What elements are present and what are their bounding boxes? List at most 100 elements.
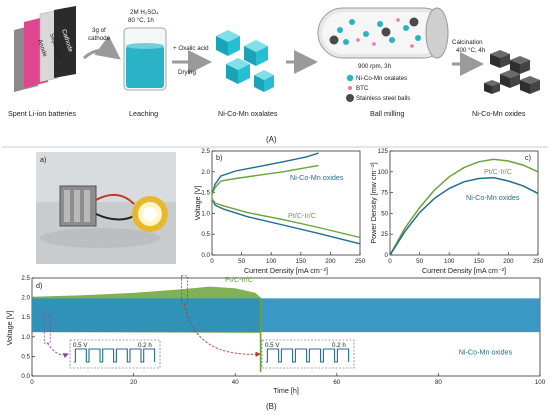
chart-d-inset-1-waveform (266, 348, 350, 363)
chart-d-label-oxides: Ni-Co-Mn oxides (459, 347, 513, 356)
chart-d-ytick-label: 1.0 (21, 334, 30, 341)
oxalate-cubes-illustration (216, 30, 274, 92)
chart-b-xtick-label: 250 (355, 258, 366, 265)
chart-d-xtick-label: 60 (333, 379, 340, 386)
chart-c-xtick-label: 100 (444, 258, 455, 265)
chart-c-ylabel: Power Density [mw cm⁻²] (369, 162, 378, 243)
chart-c-ytick-label: 0 (385, 252, 389, 259)
ball-mill-jar (317, 7, 449, 59)
chart-d-inset-1-amplitude: 0.5 V (265, 342, 280, 349)
acid-conditions: 80 °C, 1h (128, 17, 154, 24)
acid-concentration: 2M H₂SO₄ (130, 9, 159, 16)
chart-c-ytick-label: 75 (381, 190, 388, 197)
spent-batteries-label: Spent Li-ion batteries (8, 109, 76, 118)
chart-b-ytick-label: 1.5 (201, 190, 210, 197)
chart-c-series-1-line (389, 176, 539, 256)
chart-d-xtick-label: 40 (232, 379, 239, 386)
chart-c-label-oxides: Ni-Co-Mn oxides (466, 193, 520, 202)
chart-b-series-0-charge-line (211, 152, 319, 195)
chart-b-voltage: b) Current Density [mA cm⁻²] Voltage [V]… (193, 148, 366, 275)
legend-oxalates-marker (346, 74, 354, 82)
chart-b-xlabel: Current Density [mA cm⁻²] (244, 266, 328, 275)
chart-c-xtick-label: 200 (503, 258, 514, 265)
chart-b-frame (211, 150, 361, 256)
chart-c-xtick-label: 50 (416, 258, 423, 265)
chart-b-label-ptc: Pt/C-Ir/C (288, 211, 316, 220)
chart-d-ytick-label: 2.5 (21, 275, 30, 282)
oxides-label: Ni-Co-Mn oxides (472, 109, 526, 118)
chart-d-xtick-label: 0 (30, 379, 34, 386)
legend-balls-label: Stainless steel balls (356, 95, 410, 102)
panel-d-label: d) (36, 281, 42, 290)
legend-balls-marker (346, 94, 354, 102)
chart-b-ylabel: Voltage [V] (193, 186, 202, 221)
chart-d-xtick-label: 80 (435, 379, 442, 386)
chart-b-xtick-label: 200 (325, 258, 336, 265)
ball-milling-label: Ball milling (370, 109, 404, 118)
chart-b-xtick-label: 0 (210, 258, 214, 265)
part-a: Anode Separator Cathode Spent Li-ion bat… (8, 6, 540, 144)
chart-d-inset-1-period: 0.2 h (332, 342, 346, 349)
chart-d-inset-0-frame (69, 339, 161, 369)
chart-c-xtick-label: 0 (388, 258, 392, 265)
chart-c-frame (389, 150, 539, 256)
chart-c-power: c) Current Density [mA cm⁻²] Power Densi… (369, 148, 544, 275)
separator-layer (39, 9, 59, 83)
chart-d-inset-1-frame (261, 339, 355, 369)
panel-a-label: a) (40, 155, 46, 164)
chart-c-ytick-label: 25 (381, 231, 388, 238)
chart-d-inset-0-waveform (74, 348, 156, 363)
leaching-beaker (123, 27, 167, 91)
chart-c-series-0-line (389, 158, 539, 256)
leaching-label: Leaching (129, 109, 158, 118)
chart-d-stability: d) Time [h] Voltage [V] 0 20 40 60 80 100 0.0 0… (5, 275, 546, 395)
chart-c-xtick-label: 250 (533, 258, 544, 265)
part-b-label: (B) (266, 402, 277, 411)
calcination-label: Calcination (452, 39, 483, 46)
chart-b-ytick-label: 2.0 (201, 169, 210, 176)
chart-b-xtick-label: 100 (266, 258, 277, 265)
panel-b-label: b) (216, 153, 222, 162)
arrow-to-leaching (83, 35, 121, 60)
chart-b-series-1-charge-line (211, 164, 319, 195)
chart-d-ytick-label: 0.0 (21, 373, 30, 380)
chart-c-label-ptc: Pt/C-Ir/C (484, 167, 512, 176)
ball-mill-legend: Ni-Co-Mn oxalates BTC Stainless steel ba… (346, 74, 410, 102)
cathode-layer (54, 6, 76, 78)
chart-d-ytick-label: 1.5 (21, 314, 30, 321)
chart-c-ytick-label: 50 (381, 210, 388, 217)
calcination-conditions: 400 °C, 4h (456, 47, 486, 54)
chart-d-xtick-label: 100 (535, 379, 546, 386)
chart-d-inset-0-amplitude: 0.5 V (73, 342, 88, 349)
chart-d-ylabel: Voltage [V] (5, 311, 14, 346)
legend-oxalates-label: Ni-Co-Mn oxalates (356, 75, 407, 82)
legend-btc-label: BTC (356, 85, 369, 92)
oxide-blocks-illustration (484, 50, 540, 94)
cathode-amount-line2: cathode (88, 35, 111, 42)
chart-d-series-1-band (32, 298, 540, 333)
part-a-label: (A) (266, 135, 277, 144)
milling-conditions: 900 rpm, 3h (358, 63, 392, 70)
chart-b-label-oxides: Ni-Co-Mn oxides (290, 173, 344, 182)
chart-d-inset-0-period: 0.2 h (138, 342, 152, 349)
chart-d-ytick-label: 2.0 (21, 295, 30, 302)
chart-d-xtick-label: 20 (130, 379, 137, 386)
cathode-amount-line1: 3g of (92, 27, 106, 34)
chart-c-xlabel: Current Density [mA cm⁻²] (422, 266, 506, 275)
photo-panel-a: a) (36, 152, 176, 264)
chart-b-series-0-discharge-line (211, 198, 361, 245)
chart-b-ytick-label: 0.5 (201, 231, 210, 238)
chart-c-ytick-label: 125 (378, 148, 389, 155)
chart-b-ytick-label: 1.0 (201, 210, 210, 217)
panel-c-label: c) (525, 153, 531, 162)
legend-btc-marker (348, 86, 352, 90)
oxalates-label: Ni-Co-Mn oxalates (218, 109, 278, 118)
chart-b-ytick-label: 0.0 (201, 252, 210, 259)
chart-d-ytick-label: 0.5 (21, 353, 30, 360)
battery-stack-illustration: Anode Separator Cathode (14, 6, 76, 92)
oxalic-acid-label: + Oxalic acid (173, 45, 209, 52)
chart-d-label-ptc: Pt/C-Ir/C (225, 275, 253, 284)
chart-c-xtick-label: 150 (474, 258, 485, 265)
